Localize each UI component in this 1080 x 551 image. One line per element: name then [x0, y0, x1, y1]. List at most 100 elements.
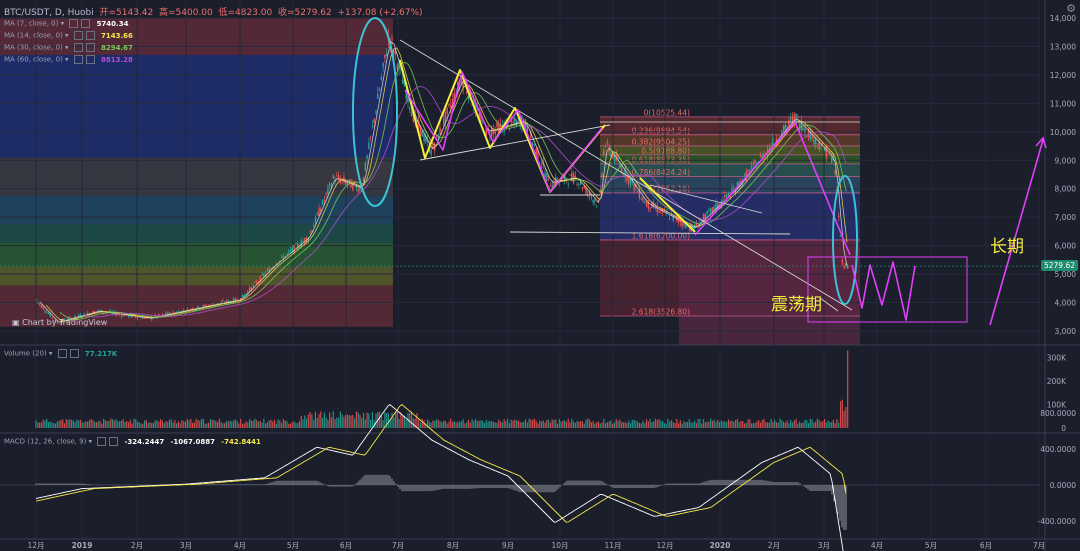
macd-label: MACD (12, 26, close, 9) [4, 437, 87, 446]
volume-bar [783, 421, 785, 428]
chart-header: BTC/USDT, D, Huobi 开=5143.42 高=5400.00 低… [4, 5, 423, 18]
candle-body [809, 132, 811, 141]
candle-body [378, 88, 381, 91]
indicator-ma30[interactable]: MA (30, close, 0) ▾ 8294.67 [4, 43, 133, 52]
close-icon[interactable] [69, 349, 79, 358]
eye-icon[interactable] [97, 437, 107, 446]
candle-body [136, 317, 139, 319]
candle-body [782, 125, 785, 131]
eye-icon[interactable] [69, 19, 79, 28]
close-icon[interactable] [85, 31, 95, 40]
volume-bar [621, 422, 623, 428]
volume-bar [667, 418, 669, 428]
close-icon[interactable] [109, 437, 119, 446]
macd-legend[interactable]: MACD (12, 26, close, 9) ▾ -324.2447 -106… [4, 437, 261, 446]
volume-bar [836, 419, 838, 428]
volume-bar [537, 423, 539, 428]
volume-bar [213, 419, 215, 428]
volume-bar [69, 419, 71, 428]
indicator-ma60[interactable]: MA (60, close, 0) ▾ 8813.28 [4, 55, 133, 64]
candle-body [446, 107, 448, 115]
volume-bar [638, 422, 641, 428]
volume-bar [350, 415, 352, 428]
volume-bar [711, 421, 713, 428]
close-icon[interactable] [81, 19, 91, 28]
candle-body [462, 80, 464, 88]
candle-body [51, 317, 53, 318]
volume-bar [827, 420, 829, 428]
candle-body [512, 121, 514, 123]
volume-bar [421, 418, 423, 428]
volume-bar [254, 418, 256, 428]
eye-icon[interactable] [73, 43, 83, 52]
volume-bar [560, 421, 562, 428]
volume-bar [499, 421, 502, 428]
candle-body [47, 313, 50, 314]
candle-body [259, 276, 261, 283]
volume-bar [170, 419, 172, 428]
volume-bar [165, 421, 167, 428]
candle-body [496, 122, 498, 128]
eye-icon[interactable] [73, 31, 83, 40]
volume-bar [551, 419, 553, 428]
close-icon[interactable] [85, 43, 95, 52]
volume-bar [699, 418, 701, 428]
volume-bar [222, 423, 224, 428]
volume-label: Volume (20) [4, 349, 47, 358]
volume-bar [601, 422, 603, 428]
candle-body [453, 93, 455, 102]
candle-body [649, 207, 651, 209]
volume-legend[interactable]: Volume (20) ▾ 77.217K [4, 349, 118, 358]
symbol-label[interactable]: BTC/USDT, D, Huobi [4, 8, 94, 18]
volume-bar [62, 419, 64, 428]
volume-bar [232, 420, 235, 428]
candle-body [788, 120, 790, 126]
eye-icon[interactable] [57, 349, 67, 358]
volume-bar [535, 420, 537, 428]
volume-bar [734, 419, 737, 428]
volume-bar [516, 420, 518, 428]
volume-bar [701, 423, 703, 428]
volume-bar [266, 422, 268, 428]
volume-bar [238, 423, 240, 428]
volume-bar [651, 422, 653, 428]
indicator-label: MA (14, close, 0) [4, 31, 63, 40]
indicator-ma7[interactable]: MA (7, close, 0) ▾ 5740.34 [4, 19, 129, 28]
volume-bar [649, 418, 651, 428]
candle-body [270, 268, 272, 270]
eye-icon[interactable] [73, 55, 83, 64]
volume-bar [384, 412, 386, 428]
candle-body [761, 154, 763, 161]
volume-bar [51, 422, 53, 428]
candle-body [60, 321, 62, 324]
candle-body [336, 175, 338, 177]
candle-body [494, 129, 496, 135]
volume-bar [519, 422, 521, 428]
close-icon[interactable] [85, 55, 95, 64]
volume-bar [416, 412, 418, 428]
candle-body [416, 118, 418, 123]
fib-level-label: 1.618(6200.00) [632, 231, 690, 240]
volume-bar [78, 420, 80, 428]
settings-gear-icon[interactable]: ⚙ [1066, 2, 1076, 15]
moving-average-line [59, 61, 847, 320]
volume-bar [453, 421, 455, 428]
candle-body [49, 313, 51, 317]
volume-bar [117, 420, 119, 428]
volume-bar [613, 422, 616, 428]
candle-body [312, 225, 315, 227]
volume-bar [103, 418, 105, 428]
volume-bar [197, 419, 199, 428]
volume-bar [311, 414, 313, 428]
macd-hist-value: -324.2447 [124, 437, 165, 446]
candle-body [314, 216, 317, 223]
volume-bar [145, 420, 147, 428]
volume-bar [822, 421, 824, 428]
volume-bar [658, 419, 660, 428]
candle-body [252, 284, 254, 287]
candle-body [320, 208, 322, 212]
candle-body [658, 210, 660, 213]
indicator-ma14[interactable]: MA (14, close, 0) ▾ 7143.66 [4, 31, 133, 40]
candle-body [597, 201, 600, 203]
